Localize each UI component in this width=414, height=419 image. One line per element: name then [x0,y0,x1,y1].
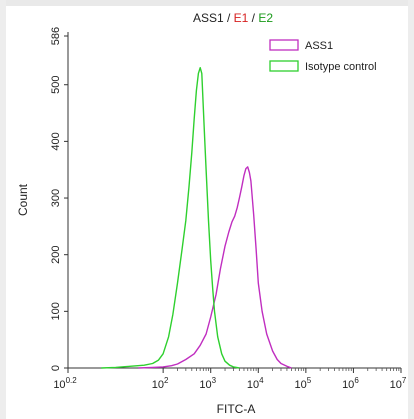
legend-swatch [269,39,299,51]
series-layer [101,67,292,369]
title-part: E1 [234,11,249,25]
x-tick-label: 102 [152,376,169,391]
title-part: E2 [258,11,273,25]
top-border [0,0,414,6]
y-tick-label: 0 [50,365,62,371]
x-tick-label: 103 [199,376,216,391]
x-tick-label: 105 [295,376,312,391]
series-line-2 [101,67,240,369]
legend-label: Isotype control [305,61,377,73]
x-tick-label: 106 [342,376,359,391]
y-tick-label: 300 [50,189,62,207]
x-axis: 100.2 102 103 104 105 106 107 [53,367,407,391]
y-tick-label: 200 [50,246,62,264]
y-tick-label: 500 [50,76,62,94]
title-part: / [224,11,234,25]
x-tick-label: 107 [390,376,407,391]
x-tick-label: 100.2 [53,376,77,391]
y-tick-label: 400 [50,132,62,150]
legend: ASS1 Isotype control [269,39,377,73]
title-part: / [248,11,258,25]
y-axis: 0 100 200 300 400 500 586 [50,27,69,371]
x-axis-label: FITC-A [217,402,256,416]
y-axis-label: Count [16,183,30,216]
y-tick-label: 100 [50,302,62,320]
left-border [0,0,6,419]
legend-label: ASS1 [305,40,333,52]
chart-title: ASS1 / E1 / E2 [193,11,273,25]
title-part: ASS1 [193,11,224,25]
x-tick-label: 104 [247,376,264,391]
legend-swatch [269,60,299,72]
y-tick-label: 586 [50,27,62,45]
right-border [408,0,414,419]
series-line-1 [138,166,292,369]
